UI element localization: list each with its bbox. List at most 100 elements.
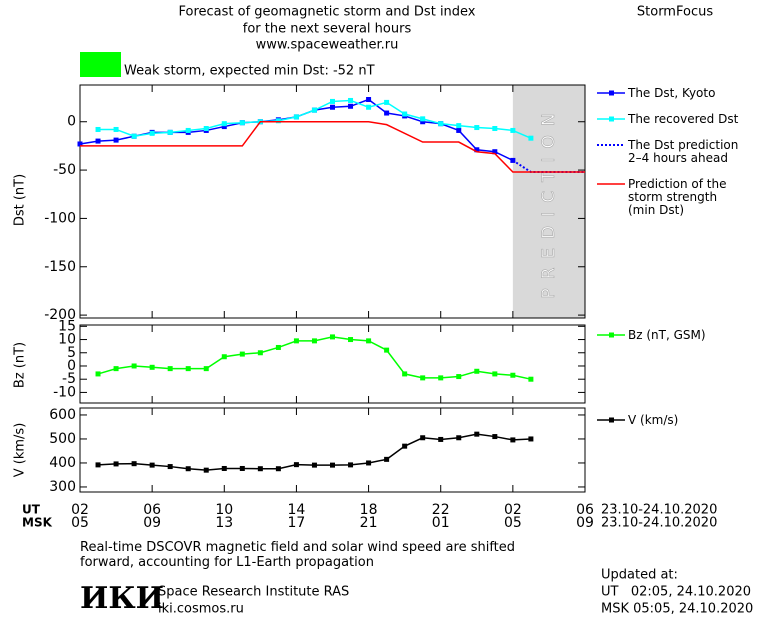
data-point xyxy=(474,125,480,131)
data-point xyxy=(257,350,263,356)
legend-text: Bz (nT, GSM) xyxy=(628,328,706,342)
data-point xyxy=(456,435,462,441)
updated-ut: UT 02:05, 24.10.2020 xyxy=(601,585,751,600)
plot-frame xyxy=(79,84,586,319)
plot-frame xyxy=(79,407,586,493)
legend-text: Prediction of the storm strength (min Ds… xyxy=(628,177,727,217)
x-row-label: MSK xyxy=(22,516,53,530)
data-point xyxy=(492,126,498,132)
data-point xyxy=(438,121,444,127)
data-point xyxy=(510,127,516,133)
x-tick-label: 18 xyxy=(360,502,378,518)
y-tick-label: 10 xyxy=(58,332,76,348)
y-tick-label: 0 xyxy=(67,358,76,374)
data-point xyxy=(438,436,444,442)
data-point xyxy=(221,354,227,360)
data-point xyxy=(167,366,173,372)
data-point xyxy=(492,149,498,155)
data-point xyxy=(131,461,137,467)
data-point xyxy=(95,138,101,144)
data-point xyxy=(384,99,390,105)
data-point xyxy=(366,97,372,103)
data-point xyxy=(221,124,227,130)
institute: Space Research Institute RAS xyxy=(158,585,349,600)
updated-msk: MSK 05:05, 24.10.2020 xyxy=(601,602,753,617)
y-tick-label: 5 xyxy=(67,345,76,361)
series-line xyxy=(80,120,585,173)
y-tick-label: -150 xyxy=(44,259,76,275)
data-point xyxy=(257,466,263,472)
y-tick-label: -5 xyxy=(62,371,76,387)
data-point xyxy=(221,121,227,127)
x-range-label: 23.10-24.10.2020 xyxy=(601,516,717,531)
data-point xyxy=(528,436,534,442)
y-tick-label: 0 xyxy=(67,114,76,130)
data-point xyxy=(311,338,317,344)
data-point xyxy=(311,462,317,468)
y-tick-label: 300 xyxy=(49,479,76,495)
brand: StormFocus xyxy=(637,5,713,20)
series-line xyxy=(79,98,514,162)
data-point xyxy=(221,465,227,471)
y-tick-label: 500 xyxy=(49,431,76,447)
data-point xyxy=(167,129,173,135)
data-point xyxy=(185,127,191,133)
y-tick-label: 600 xyxy=(49,407,76,423)
data-point xyxy=(402,111,408,117)
logo: ИКИ xyxy=(80,581,164,616)
data-point xyxy=(167,464,173,470)
data-point xyxy=(366,460,372,466)
data-point xyxy=(528,376,534,382)
data-point xyxy=(95,371,101,377)
data-point xyxy=(185,366,191,372)
legend-marker xyxy=(609,417,614,423)
data-point xyxy=(384,347,390,353)
data-point xyxy=(420,435,426,441)
data-point xyxy=(113,461,119,467)
site: iki.cosmos.ru xyxy=(158,602,244,617)
data-point xyxy=(330,104,335,110)
plot-frame xyxy=(79,324,586,404)
data-point xyxy=(384,110,390,116)
msk-tick-label: 21 xyxy=(360,515,378,531)
data-point xyxy=(149,364,155,370)
data-point xyxy=(330,98,335,104)
legend-marker xyxy=(609,116,614,122)
data-point xyxy=(131,133,137,139)
y-tick-label: -10 xyxy=(53,384,76,400)
data-point xyxy=(348,103,354,109)
data-point xyxy=(420,116,426,122)
data-point xyxy=(203,126,209,132)
data-point xyxy=(293,462,299,468)
data-point xyxy=(203,467,209,473)
data-point xyxy=(348,462,354,468)
legend-text: The Dst, Kyoto xyxy=(628,86,716,100)
data-point xyxy=(330,334,335,340)
data-point xyxy=(456,374,462,380)
data-point xyxy=(239,351,245,357)
data-point xyxy=(366,338,372,344)
msk-tick-label: 09 xyxy=(143,515,161,531)
data-point xyxy=(528,135,534,141)
data-point xyxy=(203,366,209,372)
data-point xyxy=(113,366,119,372)
data-point xyxy=(492,434,498,440)
data-point xyxy=(311,107,317,113)
y-tick-label: -100 xyxy=(44,210,76,226)
data-point xyxy=(149,462,155,468)
data-point xyxy=(275,118,281,124)
x-row-label: UT xyxy=(22,503,41,517)
data-point xyxy=(402,371,408,377)
data-point xyxy=(438,375,444,381)
url: www.spaceweather.ru xyxy=(256,38,399,53)
y-axis-label: Dst (nT) xyxy=(13,174,28,226)
data-point xyxy=(474,431,480,437)
y-tick-label: 400 xyxy=(49,455,76,471)
msk-tick-label: 13 xyxy=(215,515,233,531)
updated-title: Updated at: xyxy=(601,568,678,583)
data-point xyxy=(474,368,480,374)
data-point xyxy=(420,375,426,381)
data-point xyxy=(95,126,101,132)
